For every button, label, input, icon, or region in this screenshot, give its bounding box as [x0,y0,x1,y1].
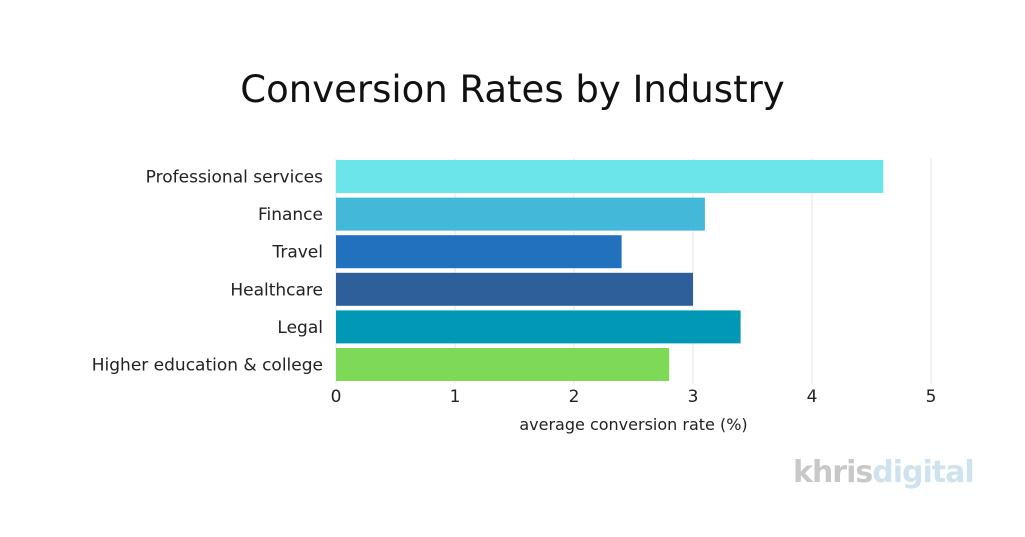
x-tick-label: 2 [569,387,580,407]
x-axis-label: average conversion rate (%) [519,415,747,434]
bar [336,310,741,344]
x-tick-label: 3 [688,387,699,407]
y-category-label: Higher education & college [92,356,323,376]
bar [336,160,884,193]
x-tick-label: 0 [331,387,342,407]
x-tick-label: 5 [926,387,937,407]
chart-title: Conversion Rates by Industry [240,68,785,111]
khrisdigital-logo: khrisdigital [793,455,975,490]
y-category-label: Travel [271,243,323,263]
bar [336,348,670,381]
bar [336,235,622,269]
y-category-label: Healthcare [230,280,323,300]
y-category-label: Professional services [146,168,323,188]
x-tick-label: 4 [807,387,818,407]
x-tick-label: 1 [450,387,461,407]
y-category-label: Legal [277,318,323,338]
y-category-label: Finance [258,205,323,225]
bar [336,197,705,231]
bar [336,272,693,306]
